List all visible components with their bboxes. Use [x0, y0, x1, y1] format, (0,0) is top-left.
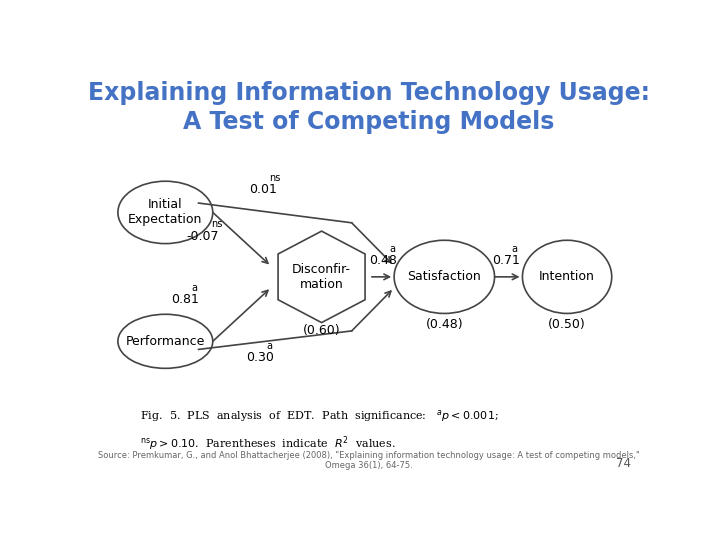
- Text: a: a: [389, 244, 395, 254]
- Text: $^{\mathrm{ns}} p > 0.10$.  Parentheses  indicate  $R^2$  values.: $^{\mathrm{ns}} p > 0.10$. Parentheses i…: [140, 435, 396, 454]
- Text: (0.50): (0.50): [548, 318, 586, 331]
- Text: Explaining Information Technology Usage:
A Test of Competing Models: Explaining Information Technology Usage:…: [88, 82, 650, 134]
- Text: 0.01: 0.01: [249, 183, 277, 196]
- Text: a: a: [266, 341, 272, 352]
- Text: (0.60): (0.60): [302, 325, 341, 338]
- Text: -0.07: -0.07: [186, 230, 218, 242]
- Text: Intention: Intention: [539, 271, 595, 284]
- Text: 74: 74: [616, 457, 631, 470]
- Text: 0.30: 0.30: [246, 352, 274, 365]
- Text: a: a: [512, 244, 518, 254]
- Text: Satisfaction: Satisfaction: [408, 271, 481, 284]
- Text: ns: ns: [211, 219, 222, 230]
- Text: a: a: [191, 283, 197, 293]
- Text: Source: Premkumar, G., and Anol Bhattacherjee (2008), "Explaining information te: Source: Premkumar, G., and Anol Bhattach…: [98, 451, 640, 470]
- Text: 0.71: 0.71: [492, 254, 520, 267]
- Text: ns: ns: [269, 173, 281, 183]
- Text: 0.81: 0.81: [171, 293, 199, 306]
- Text: (0.48): (0.48): [426, 318, 463, 331]
- Text: Fig.  5.  PLS  analysis  of  EDT.  Path  significance:   $^a p < 0.001$;: Fig. 5. PLS analysis of EDT. Path signif…: [140, 408, 499, 424]
- Text: 0.48: 0.48: [369, 254, 397, 267]
- Text: Performance: Performance: [126, 335, 205, 348]
- Text: Initial
Expectation: Initial Expectation: [128, 198, 202, 226]
- Text: Disconfir-
mation: Disconfir- mation: [292, 263, 351, 291]
